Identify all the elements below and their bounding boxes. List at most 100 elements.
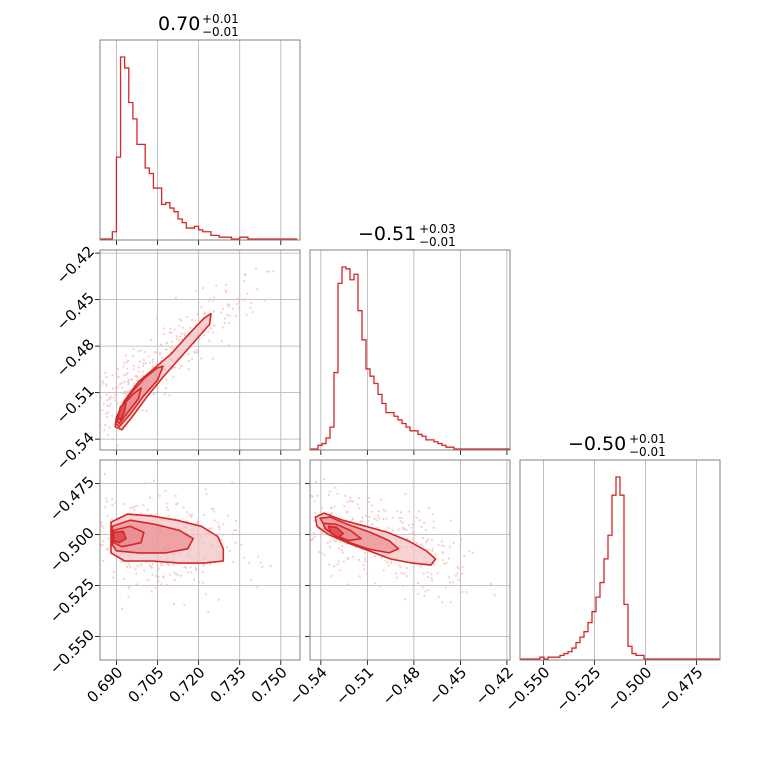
- sample-point: [423, 594, 426, 597]
- sample-point: [123, 390, 127, 393]
- sample-point: [168, 394, 171, 397]
- x-tick-label: −0.48: [379, 663, 424, 708]
- sample-point: [144, 482, 147, 485]
- sample-point: [375, 519, 378, 522]
- sample-point: [183, 565, 186, 568]
- sample-point: [167, 563, 171, 567]
- sample-point: [190, 515, 193, 518]
- sample-point: [246, 292, 249, 295]
- sample-point: [110, 518, 114, 521]
- sample-point: [437, 544, 440, 547]
- sample-point: [432, 526, 435, 529]
- sample-point: [131, 354, 135, 358]
- sample-point: [411, 532, 414, 535]
- sample-point: [112, 396, 115, 399]
- sample-point: [202, 564, 205, 567]
- sample-point: [391, 528, 394, 532]
- sample-point: [129, 507, 132, 510]
- sample-point: [403, 572, 406, 575]
- sample-point: [105, 393, 108, 397]
- sample-point: [158, 351, 162, 355]
- sample-point: [209, 562, 212, 566]
- sample-point: [155, 351, 158, 354]
- sample-point: [443, 544, 446, 548]
- sample-point: [197, 301, 200, 304]
- sample-point: [163, 392, 166, 396]
- histogram-panel-param-2: [309, 249, 511, 455]
- sample-point: [321, 531, 324, 534]
- sample-point: [386, 561, 389, 564]
- sample-point: [408, 532, 411, 536]
- sample-point: [420, 543, 423, 546]
- sample-point: [337, 560, 340, 563]
- sample-point: [104, 424, 107, 427]
- sample-point: [107, 433, 110, 437]
- y-tick-label: −0.500: [46, 524, 98, 576]
- sample-point: [136, 564, 139, 567]
- x-tick-label: 0.720: [166, 663, 209, 706]
- sample-point: [221, 326, 225, 329]
- sample-point: [105, 500, 109, 503]
- sample-point: [223, 322, 227, 325]
- sample-point: [148, 564, 151, 567]
- sample-point: [127, 595, 130, 598]
- sample-point: [156, 386, 159, 389]
- sample-point: [213, 519, 216, 522]
- sample-point: [187, 352, 190, 355]
- sample-point: [163, 333, 166, 336]
- sample-point: [387, 527, 390, 530]
- sample-point: [338, 568, 341, 571]
- x-tick-label: −0.54: [286, 663, 331, 708]
- sample-point: [169, 327, 172, 330]
- sample-point: [243, 556, 246, 559]
- sample-point: [330, 575, 333, 578]
- sample-point: [373, 517, 376, 520]
- sample-point: [109, 403, 112, 406]
- sample-point: [256, 555, 260, 558]
- sample-point: [272, 270, 275, 273]
- sample-point: [419, 565, 422, 568]
- sample-point: [122, 373, 125, 377]
- sample-point: [155, 574, 158, 578]
- sample-point: [256, 586, 259, 589]
- sample-point: [423, 521, 426, 524]
- sample-point: [346, 510, 349, 513]
- sample-point: [137, 366, 141, 369]
- sample-point: [430, 538, 433, 542]
- sample-point: [109, 395, 112, 398]
- sample-point: [141, 370, 144, 373]
- sample-point: [330, 507, 333, 510]
- sample-point: [196, 520, 199, 523]
- sample-point: [211, 331, 215, 334]
- sample-point: [421, 586, 424, 589]
- sample-point: [427, 589, 430, 592]
- sample-point: [221, 307, 225, 310]
- sample-point: [224, 289, 227, 292]
- sample-point: [181, 326, 184, 329]
- sample-point: [158, 494, 161, 498]
- sample-point: [463, 555, 466, 558]
- sample-point: [106, 404, 109, 407]
- sample-point: [401, 584, 405, 587]
- sample-point: [227, 344, 230, 347]
- sample-point: [203, 313, 207, 316]
- sample-point: [329, 540, 332, 543]
- sample-point: [111, 387, 115, 390]
- sample-point: [171, 340, 174, 343]
- sample-point: [457, 578, 460, 581]
- sample-point: [210, 527, 213, 530]
- histogram-panel-param-3: [519, 459, 721, 665]
- sample-point: [176, 335, 179, 338]
- sample-point: [363, 568, 366, 571]
- sample-point: [401, 521, 404, 524]
- sample-point: [207, 330, 210, 333]
- sample-point: [384, 559, 387, 562]
- sample-point: [471, 551, 474, 554]
- sample-point: [125, 393, 128, 396]
- y-tick-label: −0.48: [53, 335, 98, 380]
- sample-point: [102, 526, 105, 529]
- sample-point: [222, 533, 225, 536]
- sample-point: [405, 575, 409, 578]
- sample-point: [220, 339, 223, 343]
- sample-point: [430, 577, 433, 580]
